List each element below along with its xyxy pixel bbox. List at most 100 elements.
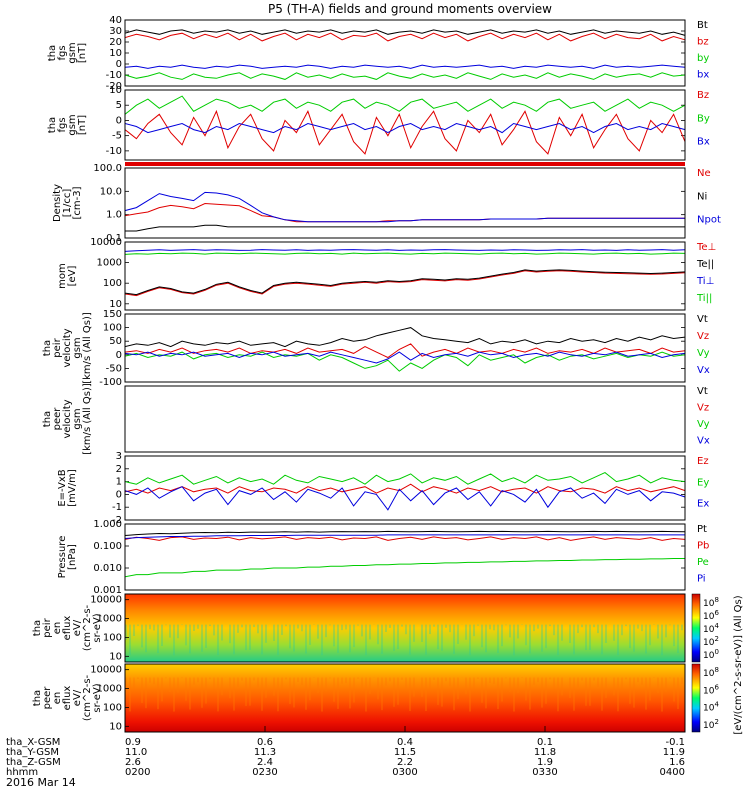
x-tick-label: 0330 (532, 767, 557, 778)
colorbar-tick-label: 108 (703, 596, 719, 609)
spectrogram-stripe (537, 678, 539, 682)
spectrogram-stripe (641, 625, 643, 632)
spectrogram-stripe (465, 678, 467, 695)
spectrogram-stripe (537, 625, 539, 629)
spectrogram-stripe (557, 678, 559, 712)
spectrogram-stripe (273, 625, 275, 641)
spectrogram-stripe (233, 678, 235, 711)
spectrogram-stripe (205, 625, 207, 648)
spectrogram-stripe (421, 625, 423, 642)
y-tick-label: 10000 (90, 237, 122, 248)
legend-Vz: Vz (697, 403, 709, 414)
y-tick-label: 100 (103, 632, 122, 643)
spectrogram-stripe (673, 625, 675, 647)
series-line-Te⊥ (125, 271, 685, 296)
legend-Vt: Vt (697, 314, 708, 325)
spectrogram-stripe (301, 678, 303, 685)
y-tick-label: 0 (116, 115, 122, 126)
spectrogram-stripe (281, 625, 283, 635)
spectrogram-stripe (265, 678, 267, 698)
spectrogram-stripe (165, 678, 167, 679)
spectrogram-stripe (153, 678, 155, 684)
spectrogram-stripe (361, 625, 363, 637)
spectrogram-stripe (433, 678, 435, 680)
spectrogram-stripe (585, 625, 587, 650)
spectrogram-stripe (625, 625, 627, 626)
spectrogram-stripe (509, 678, 511, 692)
legend-Ne: Ne (697, 168, 711, 179)
spectrogram-stripe (429, 625, 431, 634)
panel-frame (125, 168, 685, 238)
spectrogram-stripe (449, 625, 451, 633)
y-tick-label: 0 (116, 489, 122, 500)
spectrogram-stripe (369, 678, 371, 695)
spectrogram-stripe (617, 625, 619, 655)
spectrogram-stripe (141, 625, 143, 648)
y-axis-label: [mV/m] (67, 469, 78, 507)
spectrogram-stripe (233, 625, 235, 655)
spectrogram-stripe (129, 625, 131, 655)
spectrogram-stripe (501, 678, 503, 702)
spectrogram-stripe (621, 625, 623, 636)
spectrogram-stripe (361, 678, 363, 691)
spectrogram-stripe (557, 625, 559, 655)
y-tick-label: 100 (103, 278, 122, 289)
spectrogram-stripe (249, 678, 251, 706)
spectrogram-stripe (217, 625, 219, 655)
spectrogram-stripe (209, 678, 211, 680)
spectrogram-stripe (401, 678, 403, 680)
spectrogram-stripe (277, 678, 279, 712)
spectrogram-stripe (325, 625, 327, 638)
spectrogram-stripe (253, 678, 255, 681)
spectrogram-stripe (673, 678, 675, 702)
spectrogram-stripe (573, 625, 575, 655)
spectrogram-stripe (237, 625, 239, 633)
spectrogram-stripe (473, 625, 475, 637)
spectrogram-stripe (345, 625, 347, 630)
legend-By: By (697, 113, 710, 124)
spectrogram-stripe (377, 678, 379, 700)
spectrogram-stripe (385, 678, 387, 686)
x-tick-label: 0200 (125, 767, 150, 778)
legend-Ni: Ni (697, 191, 707, 202)
spectrogram-stripe (197, 625, 199, 629)
spectrogram-stripe (601, 678, 603, 711)
spectrogram-stripe (409, 625, 411, 655)
series-line-Ey (125, 473, 685, 485)
spectrogram-stripe (189, 625, 191, 654)
spectrogram-stripe (381, 625, 383, 654)
spectrogram-stripe (637, 678, 639, 682)
spectrogram-stripe (293, 625, 295, 652)
spectrogram-stripe (289, 678, 291, 704)
spectrogram-stripe (405, 678, 407, 689)
spectrogram-stripe (453, 625, 455, 654)
series-line-Bt (125, 30, 685, 36)
mode-bar (125, 162, 685, 166)
spectrogram-stripe (377, 625, 379, 645)
y-tick-label: 30 (109, 26, 122, 37)
spectrogram-stripe (305, 678, 307, 710)
spectrogram-stripe (337, 678, 339, 709)
spectrogram-stripe (217, 678, 219, 712)
spectrogram-stripe (249, 625, 251, 650)
spectrogram-stripe (629, 678, 631, 704)
spectrogram-stripe (585, 678, 587, 706)
spectrogram-stripe (145, 625, 147, 653)
legend-by: by (697, 53, 709, 64)
y-axis-label: [cm-3] (72, 186, 83, 219)
spectrogram-stripe (261, 678, 263, 711)
colorbar-tick-label: 108 (703, 666, 719, 679)
spectrogram-stripe (581, 625, 583, 628)
spectrogram-stripe (141, 678, 143, 703)
spectrogram-stripe (177, 625, 179, 639)
colorbar-tick-label: 102 (703, 635, 719, 648)
spectrogram-stripe (577, 678, 579, 687)
spectrogram-stripe (273, 678, 275, 696)
spectrogram-stripe (597, 625, 599, 633)
spectrogram-stripe (253, 625, 255, 627)
spectrogram-stripe (413, 678, 415, 697)
legend-Pb: Pb (697, 541, 709, 552)
legend-bz: bz (697, 37, 709, 48)
